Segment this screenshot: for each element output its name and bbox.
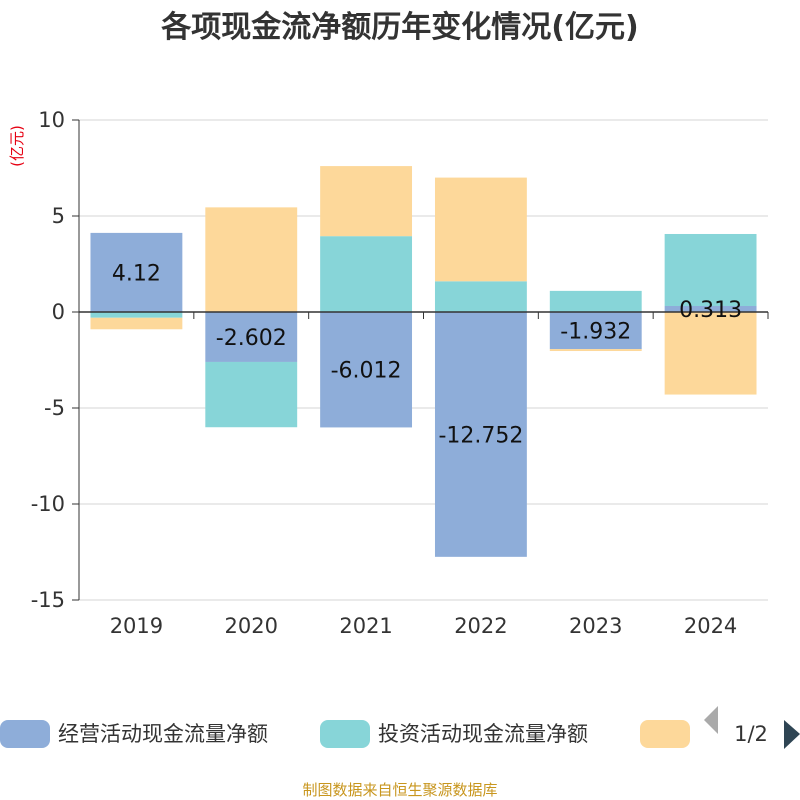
chart-title: 各项现金流净额历年变化情况(亿元): [160, 10, 638, 45]
bar-2021-series-3[interactable]: [320, 166, 413, 237]
legend-swatch-2[interactable]: [320, 720, 370, 748]
data-label-2019: 4.12: [112, 261, 161, 286]
x-tick-label: 2021: [339, 614, 392, 638]
bar-2024-series-2[interactable]: [664, 233, 757, 306]
legend-page-indicator: 1/2: [734, 722, 768, 746]
bar-2022-series-1[interactable]: [434, 312, 527, 557]
y-axis-unit: (亿元): [8, 125, 26, 167]
legend-pager: 1/2: [704, 706, 800, 749]
legend-prev-icon[interactable]: [704, 706, 718, 736]
x-tick-label: 2019: [110, 614, 163, 638]
x-tick-label: 2024: [684, 614, 737, 638]
data-label-2024: 0.313: [679, 298, 742, 323]
data-label-2022: -12.752: [438, 423, 523, 448]
bar-2023-series-1[interactable]: [549, 312, 642, 350]
data-label-2023: -1.932: [560, 320, 631, 345]
data-labels: 4.12 -2.602 -6.012 -12.752 -1.932 0.313: [112, 261, 742, 448]
bar-2020-series-2[interactable]: [205, 361, 298, 428]
bars: [90, 166, 757, 557]
bar-2019-series-3[interactable]: [90, 317, 183, 330]
x-tick-label: 2020: [225, 614, 278, 638]
legend-label-2[interactable]: 投资活动现金流量净额: [378, 722, 588, 746]
axes: 10 5 0 -5 -10 -15 2019 2020 2021 2022 2023 2024: [31, 108, 769, 638]
x-tick-label: 2022: [454, 614, 507, 638]
bar-2019-series-2[interactable]: [90, 312, 183, 318]
bar-2022-series-3[interactable]: [434, 177, 527, 282]
legend-next-icon[interactable]: [784, 720, 800, 749]
y-tick-label: -15: [31, 588, 65, 612]
data-label-2020: -2.602: [216, 326, 287, 351]
source-note: 制图数据来自恒生聚源数据库: [302, 781, 497, 799]
legend: 经营活动现金流量净额 投资活动现金流量净额: [0, 720, 690, 748]
y-tick-label: 10: [38, 108, 65, 132]
bar-2024-series-3[interactable]: [664, 312, 757, 395]
legend-swatch-3[interactable]: [640, 720, 690, 748]
data-label-2021: -6.012: [331, 359, 402, 384]
bar-2020-series-1[interactable]: [205, 312, 298, 362]
y-tick-label: 5: [52, 204, 65, 228]
legend-swatch-1[interactable]: [0, 720, 50, 748]
bar-2024-series-1[interactable]: [664, 305, 757, 312]
bar-2021-series-1[interactable]: [320, 312, 413, 428]
legend-label-1[interactable]: 经营活动现金流量净额: [58, 722, 268, 746]
bar-2021-series-2[interactable]: [320, 236, 413, 312]
x-tick-label: 2023: [569, 614, 622, 638]
bar-2022-series-2[interactable]: [434, 281, 527, 312]
y-tick-label: 0: [52, 300, 65, 324]
bar-2023-series-3[interactable]: [549, 349, 642, 352]
bar-2019-series-1[interactable]: [90, 232, 183, 312]
bar-2023-series-2[interactable]: [549, 290, 642, 312]
y-tick-label: -10: [31, 492, 65, 516]
y-tick-label: -5: [44, 396, 65, 420]
bar-2020-series-3[interactable]: [205, 207, 298, 312]
